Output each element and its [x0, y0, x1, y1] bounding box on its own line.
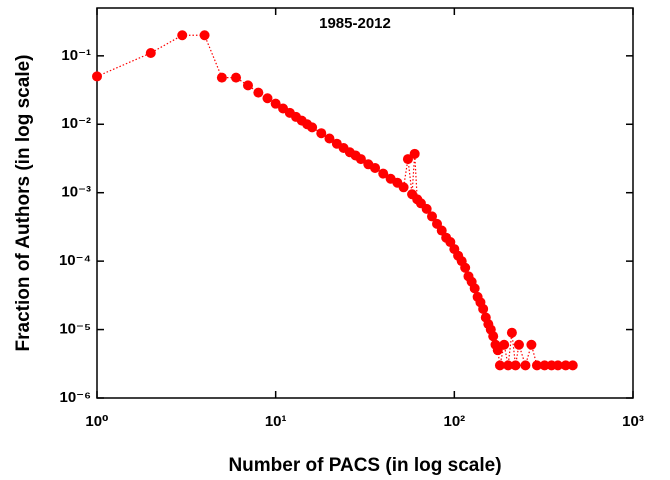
point [145, 48, 156, 59]
point [503, 360, 514, 371]
series-line [96, 34, 573, 368]
point [216, 72, 227, 83]
x-tick-label: 10³ [622, 413, 644, 430]
point [409, 148, 420, 159]
point [370, 162, 381, 173]
point [316, 128, 327, 139]
point [242, 80, 253, 91]
point [478, 303, 489, 314]
point [402, 154, 413, 165]
point [253, 87, 264, 98]
point [262, 93, 273, 104]
point [469, 283, 480, 294]
point [560, 360, 571, 371]
y-tick-label: 10⁻² [61, 115, 91, 132]
chart-title: 1985-2012 [319, 15, 391, 32]
point [436, 225, 447, 236]
y-tick-label: 10⁻⁶ [59, 389, 91, 406]
point [427, 211, 438, 222]
point [324, 133, 335, 144]
point [506, 327, 517, 338]
point [460, 262, 471, 273]
point [378, 168, 389, 179]
point [567, 360, 578, 371]
point [231, 72, 242, 83]
point [531, 360, 542, 371]
y-axis-label: Fraction of Authors (in log scale) [13, 55, 34, 352]
y-tick-label: 10⁻¹ [61, 47, 91, 64]
point [488, 331, 499, 342]
point [539, 360, 550, 371]
y-tick-label: 10⁻⁵ [59, 321, 91, 338]
x-tick-label: 10¹ [265, 413, 287, 430]
y-tick-label: 10⁻³ [61, 184, 91, 201]
point [499, 339, 510, 350]
plot-frame [96, 7, 634, 399]
point [398, 182, 409, 193]
point [526, 339, 537, 350]
point [520, 360, 531, 371]
y-tick-label: 10⁻⁴ [59, 252, 91, 269]
point [513, 339, 524, 350]
point [199, 30, 210, 41]
x-axis-label: Number of PACS (in log scale) [228, 455, 501, 476]
point [177, 30, 188, 41]
x-tick-label: 10² [443, 413, 465, 430]
x-tick-label: 10⁰ [85, 413, 108, 430]
point [552, 360, 563, 371]
point [421, 203, 432, 214]
point [355, 154, 366, 165]
point [494, 360, 505, 371]
point [92, 71, 102, 82]
point [270, 98, 281, 109]
point [510, 360, 521, 371]
point [307, 122, 318, 133]
